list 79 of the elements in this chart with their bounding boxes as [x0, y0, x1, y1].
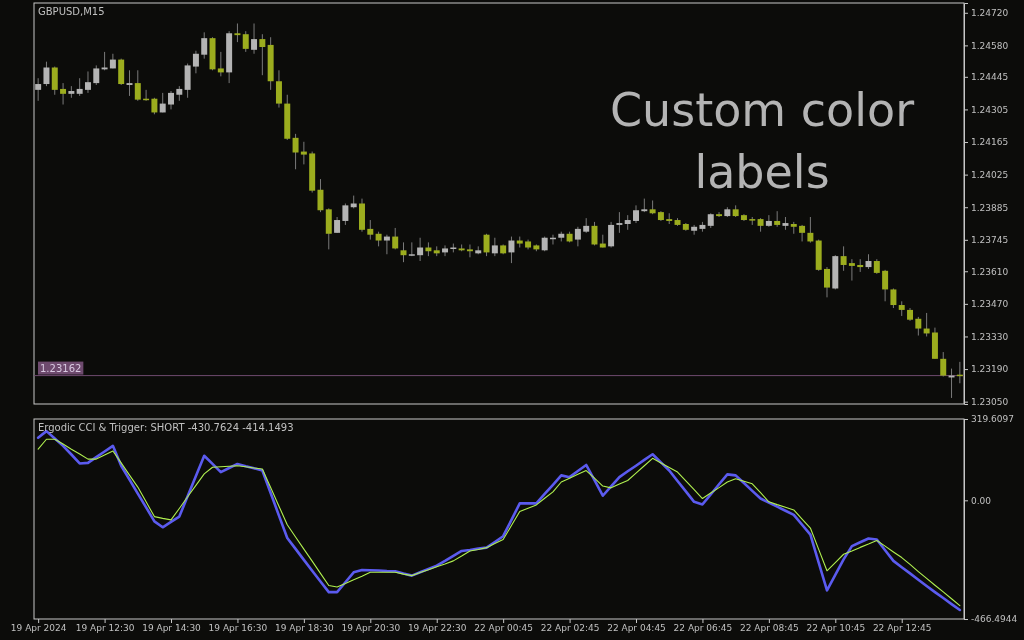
candlestick — [251, 22, 258, 55]
candlestick — [292, 133, 299, 170]
candlestick — [824, 266, 830, 298]
x-tick-label: 22 Apr 12:45 — [872, 622, 932, 633]
y-tick-label: 1.23330 — [971, 331, 1009, 342]
candlestick — [134, 69, 141, 102]
candlestick — [417, 237, 424, 262]
candlestick — [716, 211, 723, 218]
candlestick — [192, 50, 199, 74]
candlestick — [201, 31, 208, 60]
candlestick — [367, 219, 374, 241]
x-tick-label: 22 Apr 08:45 — [740, 622, 799, 633]
y-tick-label: -466.4944 — [971, 614, 1018, 625]
x-tick-label: 19 Apr 2024 — [10, 622, 67, 633]
x-tick-label: 22 Apr 02:45 — [540, 622, 600, 633]
candlestick — [234, 22, 241, 43]
y-tick-label: 1.23885 — [971, 202, 1009, 213]
candlestick — [392, 227, 399, 250]
candlestick — [84, 70, 91, 94]
candlestick — [259, 33, 266, 76]
candlestick — [608, 221, 615, 249]
ref-line-label: 1.23162 — [40, 362, 82, 374]
candlestick — [491, 237, 498, 257]
y-tick-label: 1.23190 — [971, 364, 1009, 375]
y-tick-label: 1.23050 — [971, 397, 1009, 408]
candlestick — [275, 69, 282, 109]
candlestick — [442, 244, 449, 257]
candlestick — [60, 82, 67, 106]
candlestick — [168, 90, 174, 110]
x-tick-label: 19 Apr 14:30 — [142, 622, 202, 633]
x-tick-label: 22 Apr 00:45 — [474, 622, 533, 633]
x-tick-label: 19 Apr 20:30 — [341, 622, 401, 633]
x-tick-label: 19 Apr 22:30 — [407, 622, 467, 633]
y-tick-label: 1.24025 — [971, 170, 1009, 180]
candlestick — [466, 243, 473, 258]
x-tick-label: 22 Apr 04:45 — [607, 622, 666, 633]
candlestick — [882, 269, 889, 302]
candlestick — [300, 141, 307, 165]
candlestick — [799, 224, 806, 242]
candlestick — [217, 51, 224, 77]
candlestick — [848, 258, 855, 282]
x-tick-label: 22 Apr 06:45 — [673, 622, 733, 633]
candlestick — [691, 224, 698, 236]
y-tick-label: 1.23610 — [971, 266, 1009, 277]
candlestick — [483, 233, 490, 257]
candlestick — [35, 77, 42, 102]
chart-title: GBPUSD,M15 — [38, 6, 105, 17]
x-tick-label: 19 Apr 12:30 — [75, 622, 135, 633]
candlestick — [342, 203, 349, 226]
candlestick — [508, 236, 515, 264]
candlestick — [915, 316, 922, 337]
y-tick-label: 1.23745 — [971, 235, 1009, 246]
candlestick — [840, 245, 847, 272]
y-tick-label: 1.24165 — [971, 137, 1009, 148]
y-tick-label: 319.6097 — [971, 414, 1014, 425]
y-tick-label: 1.24720 — [971, 8, 1009, 19]
y-tick-label: 1.24305 — [971, 104, 1009, 115]
candlestick — [616, 211, 623, 234]
y-tick-label: 0.00 — [971, 495, 992, 506]
y-tick-label: 1.23470 — [971, 299, 1009, 310]
candlestick — [574, 226, 581, 247]
y-tick-label: 1.24445 — [971, 72, 1009, 83]
candlestick — [765, 214, 772, 228]
candlestick — [93, 64, 100, 86]
candlestick — [383, 234, 390, 255]
chart-title: Ergodic CCI & Trigger: SHORT -430.7624 -414.1493 — [38, 422, 294, 433]
y-tick-label: 1.24580 — [971, 40, 1009, 51]
candlestick — [317, 178, 324, 213]
candlestick — [242, 30, 249, 53]
x-tick-label: 22 Apr 10:45 — [806, 622, 866, 633]
candlestick — [940, 351, 947, 378]
annotation: Custom color labels — [609, 83, 915, 199]
candlestick — [807, 216, 814, 244]
x-tick-label: 19 Apr 16:30 — [208, 622, 268, 633]
candlestick — [43, 61, 50, 87]
candlestick — [890, 288, 897, 309]
candlestick — [51, 66, 58, 96]
candlestick — [126, 69, 133, 97]
x-tick-label: 19 Apr 18:30 — [275, 622, 334, 633]
